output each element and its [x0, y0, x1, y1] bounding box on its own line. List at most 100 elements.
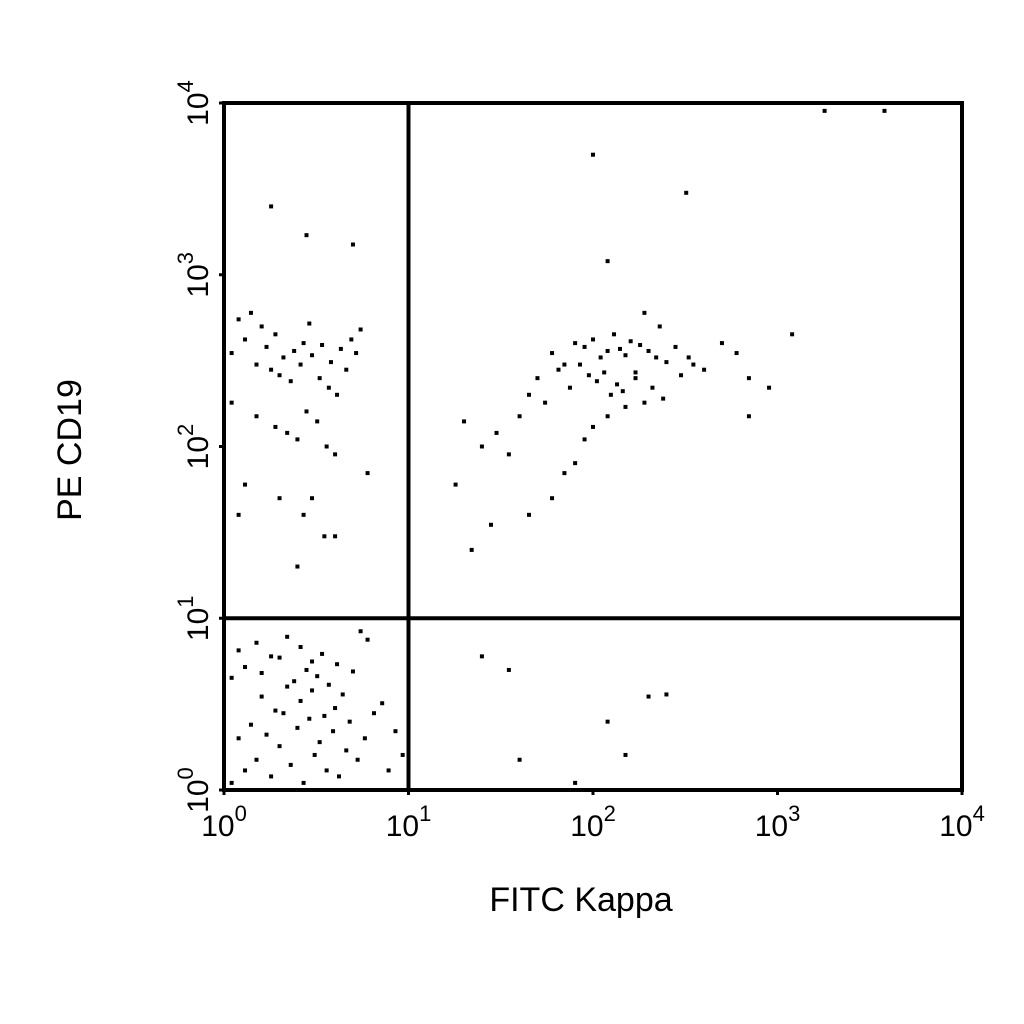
data-point [556, 367, 561, 372]
data-point [269, 654, 274, 659]
data-point [650, 385, 655, 390]
data-point [633, 376, 638, 381]
y-axis-title: PE CD19 [51, 379, 89, 521]
data-point [269, 774, 274, 779]
data-point [333, 452, 338, 457]
data-point [298, 362, 303, 367]
x-tick-label: 104 [939, 801, 985, 843]
y-tick-label: 102 [173, 424, 215, 470]
data-point [336, 774, 341, 779]
data-point [344, 367, 349, 372]
data-point [393, 729, 398, 734]
data-point [354, 351, 359, 356]
data-point [506, 667, 511, 672]
data-point [269, 367, 274, 372]
tick-exponent: 2 [173, 424, 198, 436]
tick-exponent: 2 [604, 801, 616, 826]
data-point [790, 332, 795, 337]
data-point [642, 310, 647, 315]
data-point [684, 190, 689, 195]
data-point [702, 367, 707, 372]
data-point [269, 204, 274, 209]
data-point [338, 346, 343, 351]
data-point [264, 344, 269, 349]
tick-base: 10 [182, 92, 215, 125]
data-point [598, 355, 603, 360]
data-point [535, 376, 540, 381]
data-point [365, 471, 370, 476]
y-tick-label: 100 [173, 767, 215, 813]
data-point [315, 419, 320, 424]
data-point [400, 752, 405, 757]
data-point [719, 341, 724, 346]
y-tick-label: 103 [173, 252, 215, 298]
data-point [608, 392, 613, 397]
data-point [562, 362, 567, 367]
data-point [734, 351, 739, 356]
tick-base: 10 [182, 264, 215, 297]
data-point [292, 679, 297, 684]
data-point [517, 414, 522, 419]
data-point [567, 385, 572, 390]
data-point [358, 327, 363, 332]
data-point [281, 711, 286, 716]
data-point [573, 341, 578, 346]
data-point [324, 444, 329, 449]
data-point [317, 376, 322, 381]
data-point [229, 351, 234, 356]
tick-exponent: 4 [173, 80, 198, 92]
data-point [259, 670, 264, 675]
data-point [664, 692, 669, 697]
data-point [295, 437, 300, 442]
tick-base: 10 [939, 810, 972, 843]
data-point [365, 637, 370, 642]
tick-base: 10 [570, 810, 603, 843]
data-point [664, 360, 669, 365]
data-point [506, 452, 511, 457]
data-point [273, 424, 278, 429]
data-point [277, 373, 282, 378]
tick-exponent: 3 [173, 252, 198, 264]
data-point [646, 694, 651, 699]
data-point [362, 736, 367, 741]
data-point [591, 152, 595, 157]
data-point [371, 711, 376, 716]
data-point [310, 353, 315, 358]
data-point [479, 654, 484, 659]
tick-base: 10 [386, 810, 419, 843]
data-point [243, 482, 248, 487]
data-point [453, 482, 458, 487]
data-point [350, 669, 355, 674]
data-point [236, 317, 241, 322]
data-point [386, 768, 391, 773]
tick-exponent: 3 [788, 801, 800, 826]
tick-exponent: 4 [973, 801, 985, 826]
data-point [679, 373, 684, 378]
tick-exponent: 0 [235, 801, 247, 826]
tick-base: 10 [182, 436, 215, 469]
data-point [746, 376, 751, 381]
data-point [254, 640, 259, 645]
data-point [285, 634, 290, 639]
data-point [254, 414, 259, 419]
data-point [657, 324, 662, 329]
data-point [573, 461, 578, 466]
x-tick-label: 101 [386, 801, 432, 843]
data-point [591, 424, 595, 429]
data-point [298, 645, 303, 650]
data-point [304, 409, 309, 414]
data-point [292, 348, 297, 353]
data-point [236, 648, 241, 653]
data-point [462, 419, 467, 424]
data-point [248, 310, 253, 315]
data-point [277, 655, 282, 660]
tick-base: 10 [182, 779, 215, 812]
data-point [312, 752, 317, 757]
data-point [602, 370, 607, 375]
data-point [254, 757, 259, 762]
data-point [229, 675, 234, 680]
data-point [543, 400, 548, 405]
data-point [623, 404, 628, 409]
tick-base: 10 [182, 608, 215, 641]
